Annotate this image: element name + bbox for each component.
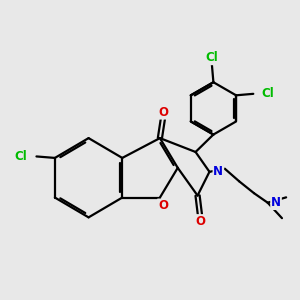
Text: Cl: Cl — [262, 87, 275, 100]
Text: N: N — [213, 165, 224, 178]
Text: Cl: Cl — [15, 150, 28, 163]
Text: O: O — [158, 106, 168, 119]
Text: N: N — [271, 196, 281, 209]
Text: Cl: Cl — [206, 51, 218, 64]
Text: O: O — [158, 200, 168, 212]
Text: O: O — [195, 215, 205, 228]
